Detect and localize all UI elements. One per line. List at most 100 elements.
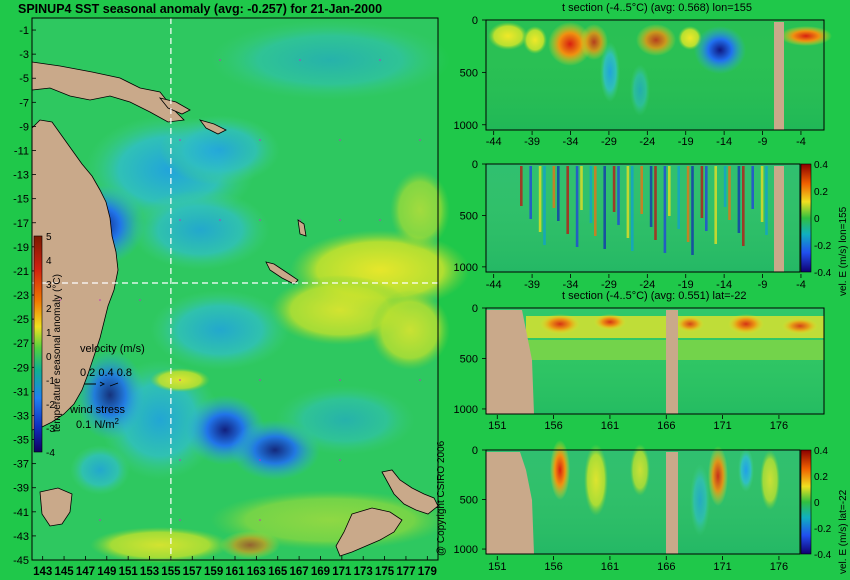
map-lat-tick: -19 <box>13 242 29 254</box>
colorbar-label: temperature seasonal anomaly (°C) <box>52 274 63 432</box>
panel3-land-mid <box>666 310 678 414</box>
panel3-depth-axis: 0 500 1000 <box>454 303 486 416</box>
velocity-stripe <box>654 166 657 240</box>
panel3-title: t section (-4..5°C) (avg: 0.551) lat=-22 <box>562 290 747 302</box>
panel3-frame <box>485 307 825 415</box>
velocity-colorbar-tick: -0.2 <box>814 524 832 535</box>
section-x-tick: 176 <box>770 420 788 432</box>
map-lat-tick: -41 <box>13 507 29 519</box>
velocity-stripe <box>575 166 579 247</box>
land-new-caledonia <box>265 261 299 285</box>
panel2-lat-axis: -44 -39 -34 -29 -24 -19 -14 -9 -4 <box>486 274 806 291</box>
panel4-frame <box>485 449 801 555</box>
velocity-colorbar-tick: 0 <box>814 214 820 225</box>
section-x-tick: -4 <box>796 136 806 148</box>
section-x-tick: 166 <box>657 561 675 573</box>
depth-tick: 0 <box>472 159 478 171</box>
velocity-stripe <box>538 166 542 232</box>
section-x-tick: 166 <box>657 420 675 432</box>
velocity-stripe <box>594 166 597 236</box>
map-colorbar-tick: 1 <box>46 328 52 339</box>
map-colorbar-tick: 2 <box>46 304 52 315</box>
main-title: SPINUP4 SST seasonal anomaly (avg: -0.25… <box>18 2 383 16</box>
map-lat-tick: -25 <box>13 314 29 326</box>
panel2-colorbar-label: vel. E (m/s) lon=155 <box>838 206 849 296</box>
depth-tick: 1000 <box>454 262 478 274</box>
depth-tick: 0 <box>472 445 478 457</box>
velocity-stripe <box>686 166 690 242</box>
map-lat-tick: -29 <box>13 362 29 374</box>
map-lat-tick: -15 <box>13 194 29 206</box>
velocity-colorbar-tick: 0.4 <box>814 160 828 171</box>
depth-tick: 1000 <box>454 544 478 556</box>
map-lat-tick: -13 <box>13 170 29 182</box>
panel1-depth-axis: 0 500 1000 <box>454 15 486 132</box>
velocity-colorbar-tick: -0.2 <box>814 241 832 252</box>
velocity-stripe <box>580 166 583 210</box>
section-panel-2 <box>485 163 812 273</box>
section-x-tick: -14 <box>716 279 732 291</box>
map-lat-tick: -3 <box>19 49 29 61</box>
map-lon-tick: 147 <box>76 566 95 578</box>
panel4-colorbar <box>800 449 812 555</box>
velocity-stripe <box>765 166 768 235</box>
panel4-lon-axis: 151 156 161 166 171 176 <box>488 556 788 573</box>
map-lon-tick: 153 <box>140 566 159 578</box>
land-australia <box>31 119 119 431</box>
velocity-stripes <box>520 166 768 255</box>
velocity-stripe <box>700 166 704 218</box>
map-lat-tick: -37 <box>13 459 29 471</box>
velocity-stripe <box>543 166 546 245</box>
velocity-stripe <box>751 166 754 209</box>
sst-colorbar <box>33 235 43 453</box>
map-colorbar: 5 4 3 2 1 0 -1 -2 -3 -4 temperature seasonal anom… <box>33 232 145 459</box>
map-lat-tick: -1 <box>19 25 29 37</box>
map-land <box>31 61 439 557</box>
velocity-colorbar-tick: 0.2 <box>814 187 828 198</box>
panel4-land-mid <box>666 452 678 554</box>
velocity-colorbar-tick: 0.4 <box>814 446 828 457</box>
section-x-tick: -34 <box>563 136 579 148</box>
land-new-guinea <box>31 61 185 123</box>
map-lat-tick: -21 <box>13 266 29 278</box>
section-x-tick: -39 <box>524 279 540 291</box>
map-lat-tick: -39 <box>13 483 29 495</box>
land-new-zealand-north <box>381 469 439 515</box>
depth-tick: 1000 <box>454 120 478 132</box>
section-x-tick: -19 <box>678 136 694 148</box>
section-x-tick: 171 <box>713 420 731 432</box>
panel4-colorbar-label: vel. E (m/s) lat=-22 <box>838 489 849 574</box>
panel1-title: t section (-4..5°C) (avg: 0.568) lon=155 <box>562 2 752 14</box>
map-colorbar-ticks: 5 4 3 2 1 0 -1 -2 -3 -4 <box>46 232 55 459</box>
panel4-land-west <box>486 452 534 554</box>
map-colorbar-tick: 0 <box>46 352 52 363</box>
map-colorbar-tick: -4 <box>46 448 55 459</box>
depth-tick: 500 <box>460 495 478 507</box>
map-lon-tick: 163 <box>247 566 266 578</box>
section-x-tick: -44 <box>486 136 502 148</box>
map-lat-tick: -9 <box>19 121 29 133</box>
map-lat-tick: -31 <box>13 386 29 398</box>
panel2-land <box>774 166 784 272</box>
section-panel-1 <box>485 19 832 131</box>
panel2-frame <box>485 163 801 273</box>
velocity-colorbar-tick: 0 <box>814 498 820 509</box>
panel1-frame <box>485 19 825 131</box>
velocity-stripe <box>589 166 593 223</box>
velocity-stripe <box>617 166 620 225</box>
map-lat-tick: -23 <box>13 290 29 302</box>
map-lat-tick: -45 <box>13 555 29 567</box>
map-colorbar-tick: -3 <box>46 424 55 435</box>
velocity-scale: 0.2 0.4 0.8 <box>80 367 132 379</box>
map-lat-tick: -7 <box>19 97 29 109</box>
velocity-stripe <box>668 166 671 216</box>
land-tasmania <box>39 487 73 527</box>
map-lon-tick: 159 <box>204 566 223 578</box>
sst-map <box>31 17 470 563</box>
section-x-tick: 171 <box>713 561 731 573</box>
velocity-stripe <box>640 166 643 214</box>
section-x-tick: 151 <box>488 561 506 573</box>
section-panel-4 <box>485 440 812 555</box>
section-panel-3 <box>485 307 825 415</box>
velocity-stripe <box>663 166 667 253</box>
